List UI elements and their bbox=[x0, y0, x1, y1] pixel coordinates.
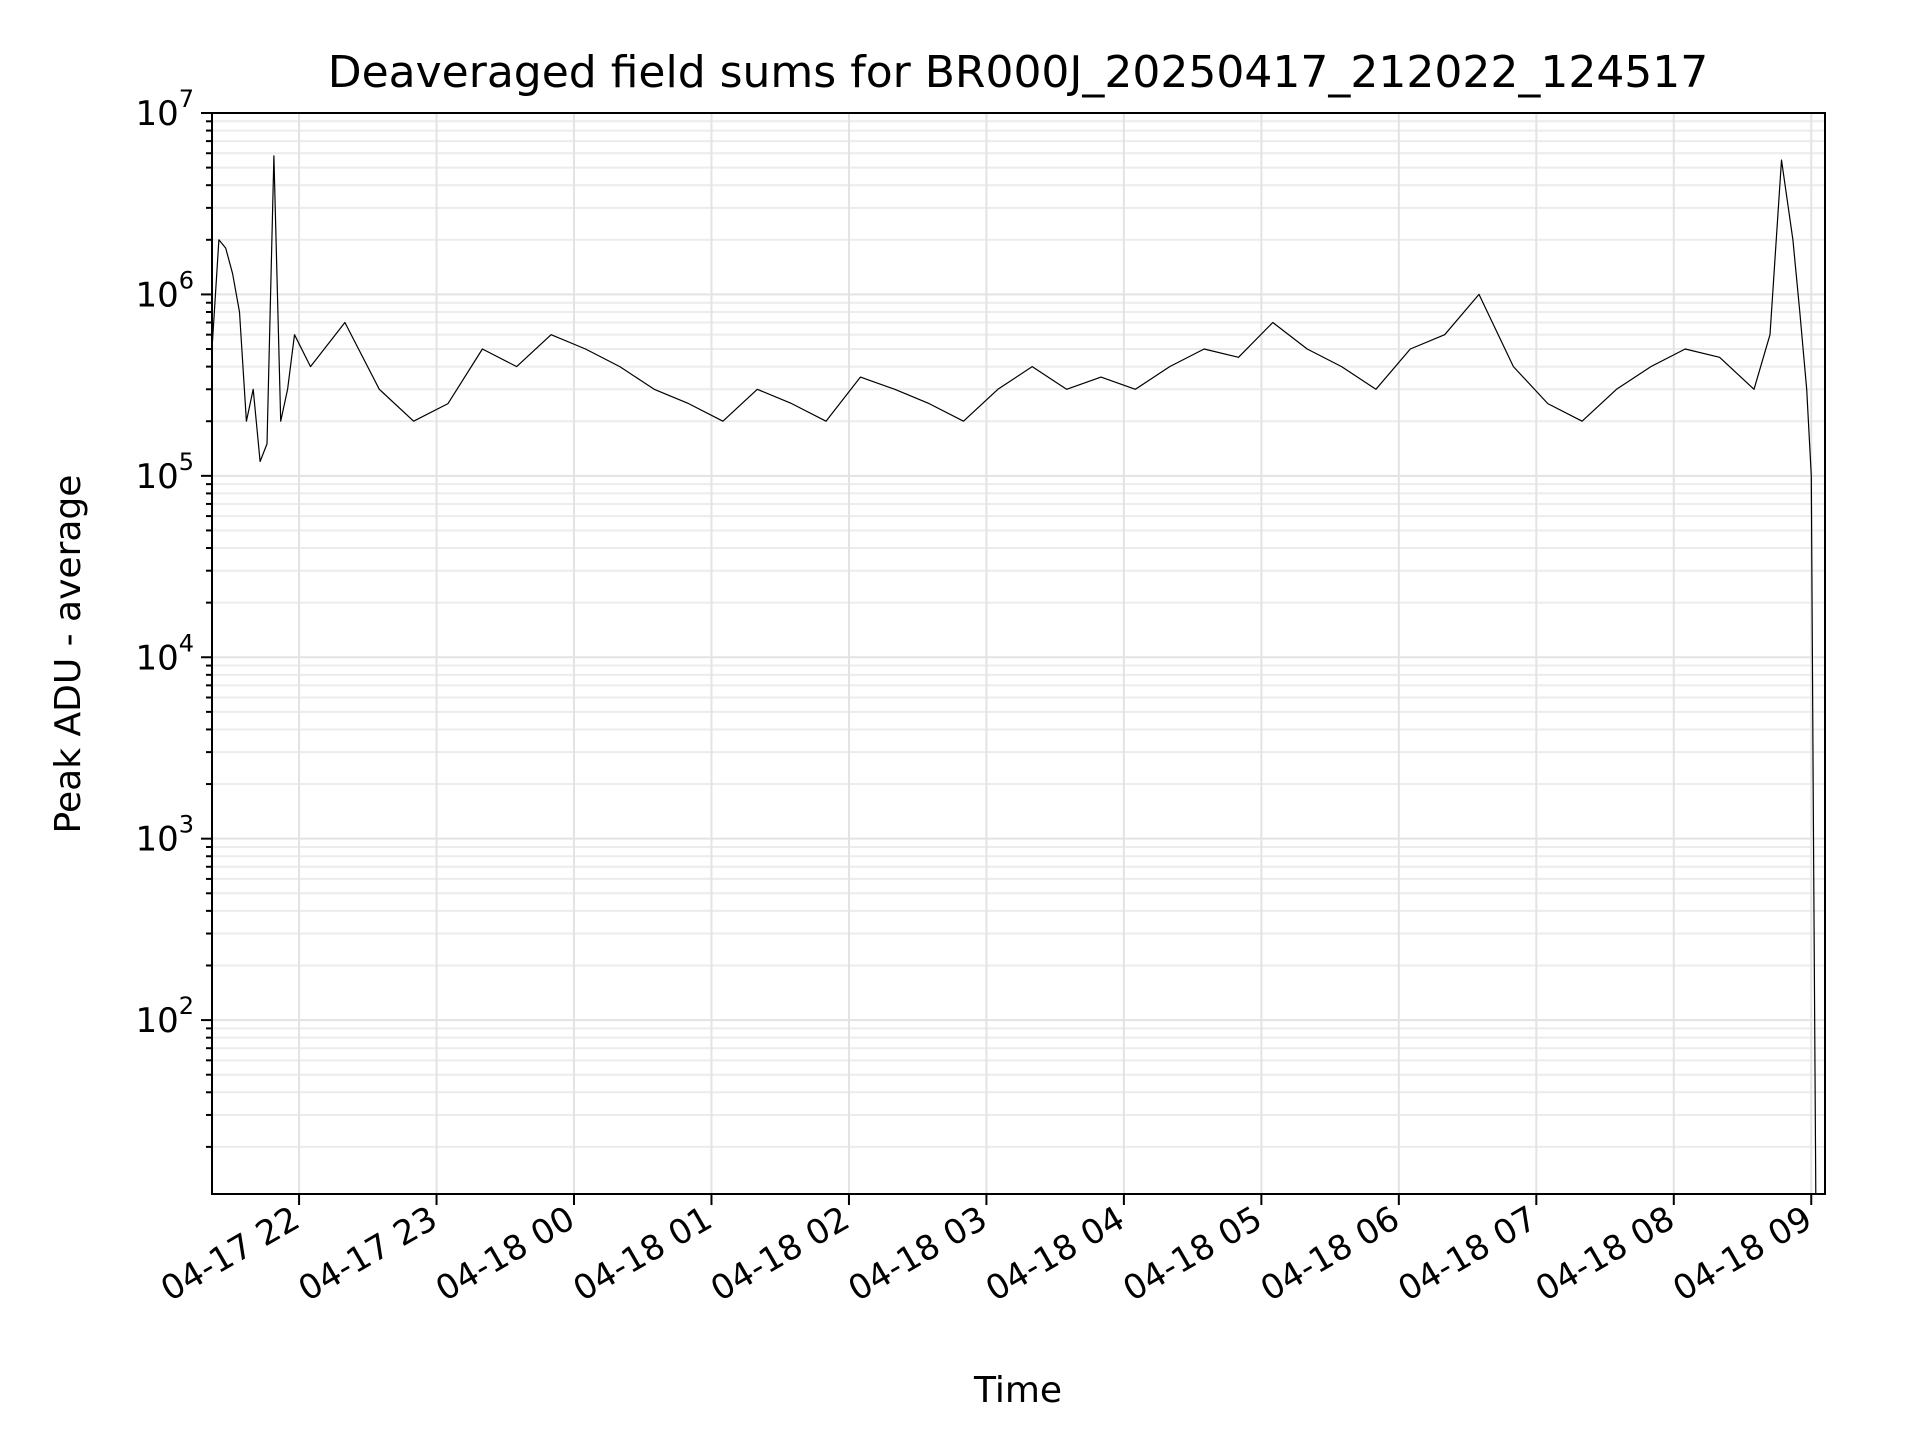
x-tick-label: 04-18 02 bbox=[704, 1199, 856, 1310]
plot-frame bbox=[211, 112, 1826, 1195]
x-tick-label: 04-18 00 bbox=[429, 1199, 581, 1310]
y-tick-label: 102 bbox=[135, 992, 194, 1041]
y-tick-label: 107 bbox=[135, 85, 194, 134]
x-axis-label: Time bbox=[973, 1370, 1062, 1411]
x-tick-label: 04-18 01 bbox=[567, 1199, 719, 1310]
x-tick-label: 04-18 07 bbox=[1391, 1199, 1543, 1310]
y-tick-label: 103 bbox=[135, 811, 194, 860]
x-tick-label: 04-18 06 bbox=[1254, 1199, 1406, 1310]
y-tick-label: 104 bbox=[135, 629, 194, 678]
x-tick-label: 04-18 08 bbox=[1529, 1199, 1681, 1310]
y-tick-label: 105 bbox=[135, 448, 194, 497]
x-tick-label: 04-18 09 bbox=[1666, 1199, 1818, 1310]
chart-title: Deaveraged field sums for BR000J_2025041… bbox=[328, 47, 1709, 98]
x-tick-label: 04-17 22 bbox=[154, 1199, 306, 1310]
x-tick-label: 04-18 04 bbox=[979, 1199, 1131, 1310]
series-layer bbox=[211, 155, 1817, 1195]
grid bbox=[212, 112, 1825, 1194]
y-axis-label: Peak ADU - average bbox=[48, 475, 89, 834]
y-tick-label: 106 bbox=[135, 266, 194, 315]
x-tick-label: 04-18 03 bbox=[842, 1199, 994, 1310]
x-tick-label: 04-18 05 bbox=[1117, 1199, 1269, 1310]
series-line bbox=[211, 155, 1817, 1195]
y-axis: 102 103 104 105 106 107 bbox=[135, 85, 212, 1148]
x-tick-label: 04-17 23 bbox=[292, 1199, 444, 1310]
